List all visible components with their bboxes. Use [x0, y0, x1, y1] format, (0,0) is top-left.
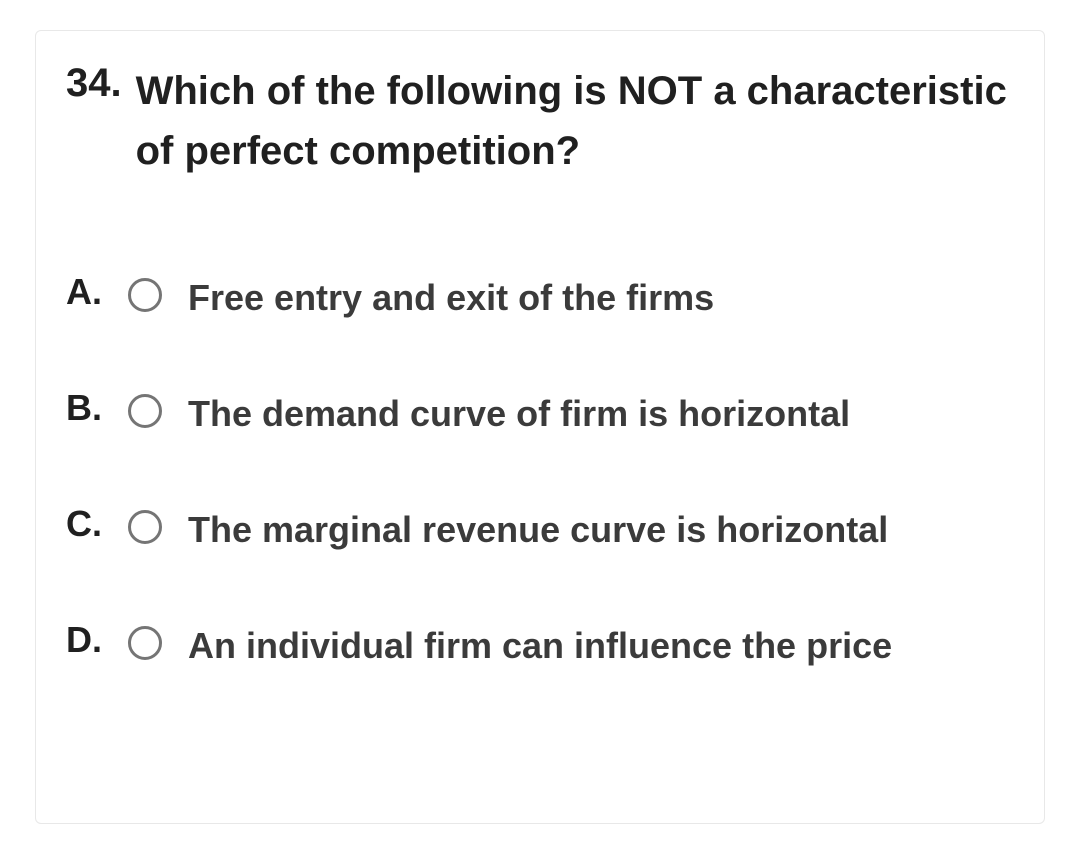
options-list: A. Free entry and exit of the firms B. T… [66, 271, 1014, 673]
option-letter: C. [66, 503, 128, 545]
option-b: B. The demand curve of firm is horizonta… [66, 387, 1014, 441]
option-text: The marginal revenue curve is horizontal [188, 503, 888, 557]
radio-button-b[interactable] [128, 394, 162, 428]
option-text: An individual firm can influence the pri… [188, 619, 892, 673]
option-c: C. The marginal revenue curve is horizon… [66, 503, 1014, 557]
option-letter: A. [66, 271, 128, 313]
option-text: The demand curve of firm is horizontal [188, 387, 850, 441]
question-text: Which of the following is NOT a characte… [136, 61, 1014, 181]
question-card: 34. Which of the following is NOT a char… [35, 30, 1045, 824]
question-header: 34. Which of the following is NOT a char… [66, 61, 1014, 181]
radio-button-d[interactable] [128, 626, 162, 660]
option-letter: B. [66, 387, 128, 429]
option-a: A. Free entry and exit of the firms [66, 271, 1014, 325]
option-d: D. An individual firm can influence the … [66, 619, 1014, 673]
option-letter: D. [66, 619, 128, 661]
option-text: Free entry and exit of the firms [188, 271, 714, 325]
radio-button-c[interactable] [128, 510, 162, 544]
question-number: 34. [66, 61, 122, 106]
radio-button-a[interactable] [128, 278, 162, 312]
